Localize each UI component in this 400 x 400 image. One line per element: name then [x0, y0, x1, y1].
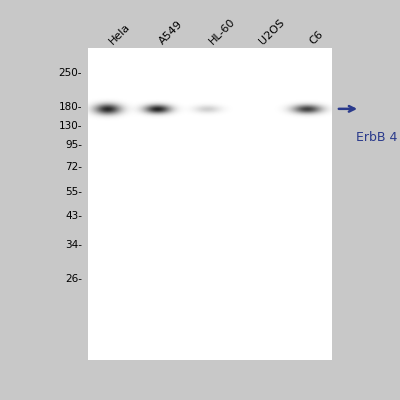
Text: 43-: 43- — [65, 212, 82, 222]
Text: 26-: 26- — [65, 274, 82, 284]
Text: 95-: 95- — [65, 140, 82, 150]
Text: 130-: 130- — [58, 121, 82, 131]
Text: A549: A549 — [158, 18, 185, 46]
Text: 55-: 55- — [65, 186, 82, 196]
Text: Hela: Hela — [108, 21, 132, 46]
Text: HL-60: HL-60 — [208, 16, 238, 46]
Text: C6: C6 — [308, 28, 325, 46]
Text: ErbB 4: ErbB 4 — [356, 131, 397, 144]
Text: 34-: 34- — [65, 240, 82, 250]
Text: U2OS: U2OS — [258, 17, 287, 46]
Text: 72-: 72- — [65, 162, 82, 172]
Text: 250-: 250- — [58, 68, 82, 78]
Text: 180-: 180- — [58, 102, 82, 112]
